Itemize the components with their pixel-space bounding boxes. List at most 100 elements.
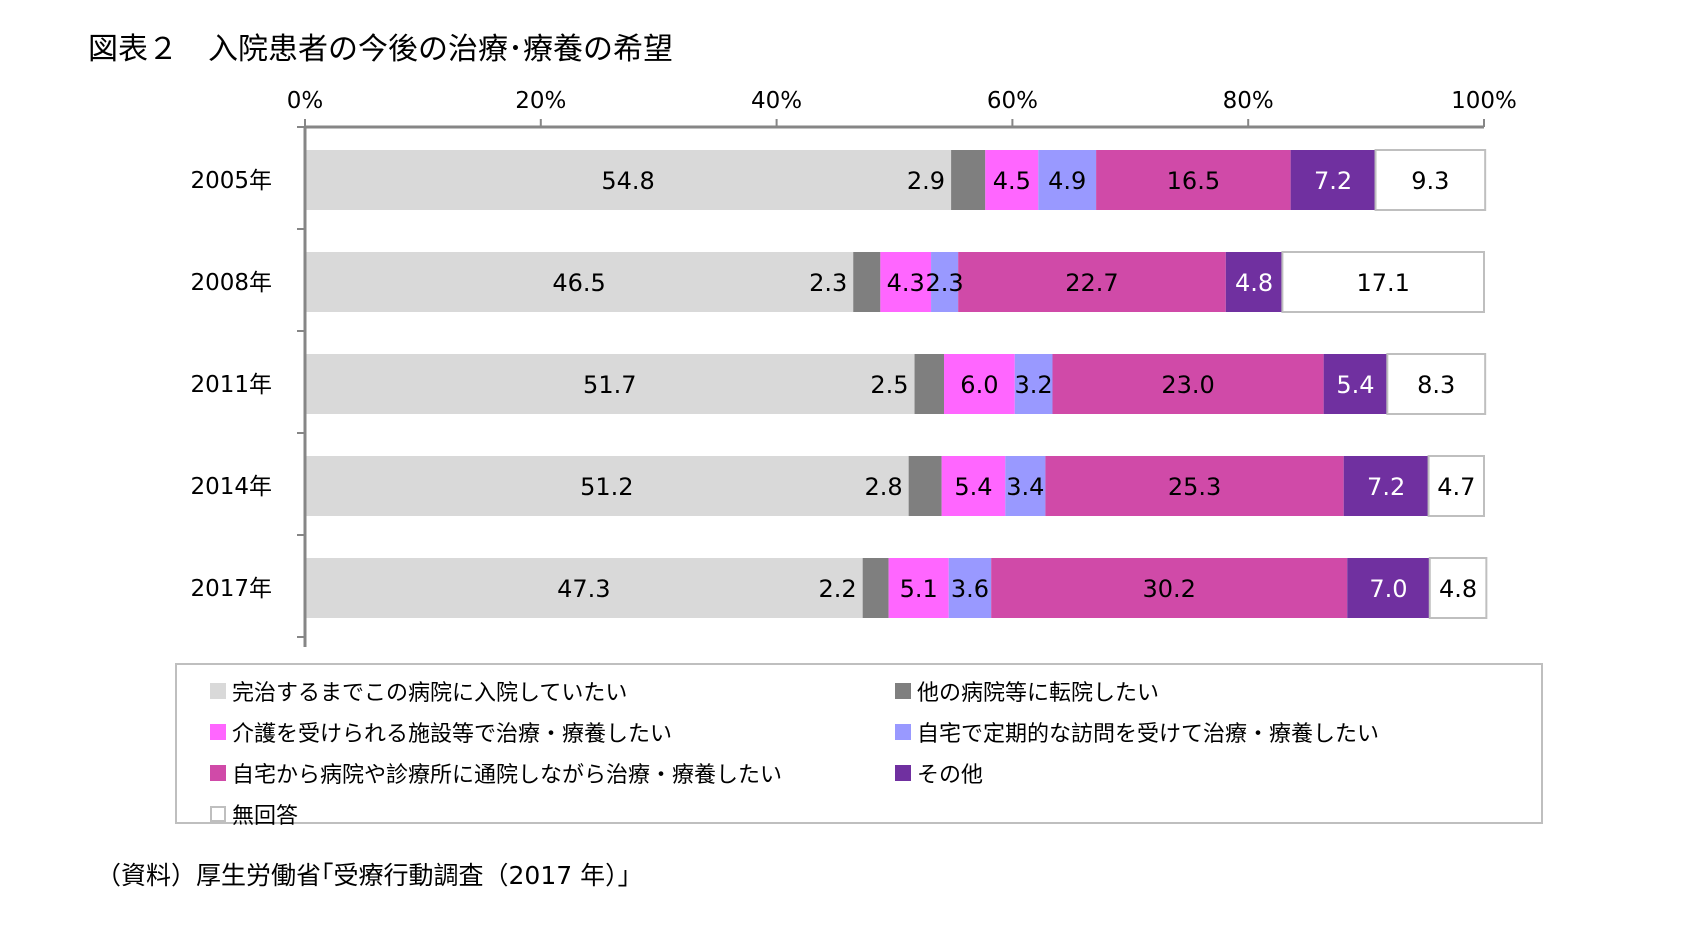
legend-item: 自宅で定期的な訪問を受けて治療・療養したい: [895, 716, 1379, 748]
bar-segment: [880, 252, 932, 312]
legend: 完治するまでこの病院に入院していたい 他の病院等に転院したい介護を受けられる施設等…: [175, 663, 1543, 829]
x-tick-label: 80%: [1223, 88, 1274, 114]
data-label: 8.3: [1417, 371, 1455, 399]
legend-swatch: [210, 724, 226, 740]
bar-segment: [1386, 353, 1487, 415]
data-label: 7.2: [1314, 167, 1352, 195]
bar-segment: [1347, 558, 1430, 618]
data-label: 4.8: [1439, 575, 1477, 603]
category-label: 2005年: [190, 168, 272, 194]
data-label: 22.7: [1065, 269, 1118, 297]
data-label: 51.2: [580, 473, 633, 501]
legend-label: 無回答: [232, 804, 299, 829]
data-label: 4.7: [1437, 473, 1475, 501]
data-label: 4.9: [1048, 167, 1086, 195]
category-label: 2017年: [190, 576, 272, 602]
bar-segment: [1281, 251, 1485, 313]
legend-swatch: [210, 683, 226, 699]
stacked-bar-chart: 2005年 54.8 2.9 4.5 4.9 16.5 7.2 9.3 2008年 46.5 2.3…: [190, 88, 1517, 647]
data-label: 23.0: [1161, 371, 1214, 399]
chart-title: 図表２ 入院患者の今後の治療･療養の希望: [88, 32, 673, 67]
bar-segment: [862, 558, 889, 618]
bar-segment: [1052, 354, 1324, 414]
bar-segment: [305, 252, 854, 312]
bar-segment: [1428, 557, 1488, 619]
category-label: 2014年: [190, 474, 272, 500]
bar-segment: [305, 150, 952, 210]
bar-segment: [948, 558, 992, 618]
data-label: 30.2: [1142, 575, 1195, 603]
data-label: 4.5: [993, 167, 1031, 195]
x-tick-label: 100%: [1451, 88, 1517, 114]
bar-segment: [1014, 354, 1053, 414]
data-label: 6.0: [960, 371, 998, 399]
data-label: 5.4: [1336, 371, 1374, 399]
legend-label: 他の病院等に転院したい: [917, 681, 1160, 706]
bar-segment: [908, 456, 942, 516]
bar-segment: [1374, 149, 1487, 211]
data-label: 16.5: [1167, 167, 1220, 195]
bar-segment: [305, 354, 915, 414]
bar-segment: [1038, 150, 1097, 210]
x-tick-label: 0%: [287, 88, 324, 114]
legend-item: その他: [895, 757, 983, 789]
category-label: 2008年: [190, 270, 272, 296]
data-label: 4.8: [1235, 269, 1273, 297]
legend-label: 介護を受けられる施設等で治療・療養したい: [232, 722, 673, 747]
bar-segment: [985, 150, 1039, 210]
legend-item: 無回答: [210, 798, 298, 830]
data-label: 3.2: [1015, 371, 1053, 399]
data-label: 2.8: [864, 473, 902, 501]
bar-segment: [1427, 455, 1486, 517]
data-label: 3.4: [1006, 473, 1044, 501]
bar-segment: [944, 354, 1015, 414]
legend-item: 完治するまでこの病院に入院していたい: [210, 675, 627, 707]
data-label: 25.3: [1168, 473, 1221, 501]
legend-label: 完治するまでこの病院に入院していたい: [232, 681, 628, 706]
data-label: 9.3: [1411, 167, 1449, 195]
data-label: 5.1: [900, 575, 938, 603]
data-label: 3.6: [951, 575, 989, 603]
source-note: （資料）厚生労働省｢受療行動調査（2017 年）｣: [96, 861, 631, 890]
bar-segment: [1290, 150, 1376, 210]
bar-segment: [1005, 456, 1046, 516]
legend-item: 介護を受けられる施設等で治療・療養したい: [210, 716, 672, 748]
data-label: 4.3: [887, 269, 925, 297]
data-label: 17.1: [1356, 269, 1409, 297]
bar-segment: [888, 558, 949, 618]
data-label: 7.2: [1367, 473, 1405, 501]
axis-layer: 0% 20% 40% 60% 80% 100%: [287, 88, 1517, 647]
legend-item: 他の病院等に転院したい: [895, 675, 1159, 707]
data-label: 7.0: [1369, 575, 1407, 603]
category-label: 2011年: [190, 372, 272, 398]
data-label: 2.2: [818, 575, 856, 603]
legend-swatch: [895, 683, 911, 699]
x-tick-label: 20%: [515, 88, 566, 114]
bars-layer: [305, 149, 1488, 619]
legend-label: 自宅で定期的な訪問を受けて治療・療養したい: [917, 722, 1380, 747]
legend-item: 自宅から病院や診療所に通院しながら治療・療養したい: [210, 757, 782, 789]
legend-swatch: [210, 806, 226, 822]
bar-segment: [1225, 252, 1283, 312]
data-label: 54.8: [601, 167, 654, 195]
data-label: 2.5: [870, 371, 908, 399]
bar-segment: [1096, 150, 1291, 210]
bar-segment: [853, 252, 881, 312]
data-label: 51.7: [583, 371, 636, 399]
legend-swatch: [895, 765, 911, 781]
bar-segment: [1323, 354, 1388, 414]
x-tick-label: 40%: [751, 88, 802, 114]
bar-segment: [941, 456, 1006, 516]
legend-swatch: [210, 765, 226, 781]
value-labels-layer: 2005年 54.8 2.9 4.5 4.9 16.5 7.2 9.3 2008年 46.5 2.3…: [190, 167, 1477, 603]
x-tick-label: 60%: [987, 88, 1038, 114]
bar-segment: [991, 558, 1348, 618]
bar-segment: [305, 558, 863, 618]
data-label: 2.9: [907, 167, 945, 195]
bar-segment: [958, 252, 1226, 312]
bar-segment: [931, 252, 959, 312]
data-label: 2.3: [926, 269, 964, 297]
data-label: 46.5: [552, 269, 605, 297]
data-label: 5.4: [954, 473, 992, 501]
data-label: 2.3: [809, 269, 847, 297]
